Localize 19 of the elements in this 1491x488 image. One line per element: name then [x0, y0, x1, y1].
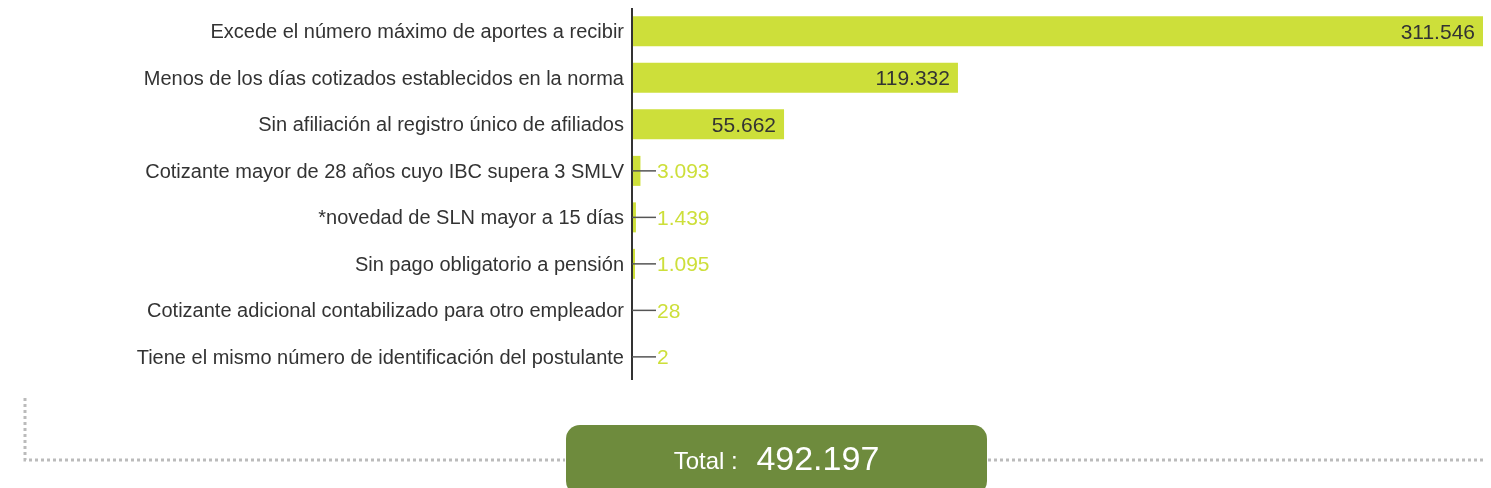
y-tick-label: Sin afiliación al registro único de afiliados — [258, 113, 624, 136]
y-tick-label: Excede el número máximo de aportes a recibir — [210, 20, 625, 43]
y-tick-label: Cotizante mayor de 28 años cuyo IBC supera 3 SMLV — [145, 159, 625, 182]
y-tick-label: Tiene el mismo número de identificación del postulante — [136, 345, 624, 368]
data-label: 55.662 — [711, 112, 777, 136]
data-label: 2 — [657, 345, 669, 369]
y-tick-label: Sin pago obligatorio a pensión — [354, 252, 624, 275]
data-label: 3.093 — [657, 159, 710, 183]
data-label: 311.546 — [1400, 19, 1475, 43]
y-tick-label: Cotizante adicional contabilizado para otro empleador — [147, 299, 625, 322]
data-label: 119.332 — [875, 66, 950, 90]
text: Total : 492.197 — [673, 439, 880, 478]
bar — [632, 62, 958, 93]
y-tick-label: *novedad de SLN mayor a 15 días — [318, 206, 624, 229]
data-label: 1.095 — [657, 252, 710, 276]
y-tick-label: Menos de los días cotizados establecidos en la norma — [143, 66, 625, 89]
data-label: 1.439 — [657, 205, 710, 229]
bar — [632, 16, 1483, 47]
data-label: 28 — [657, 298, 681, 322]
